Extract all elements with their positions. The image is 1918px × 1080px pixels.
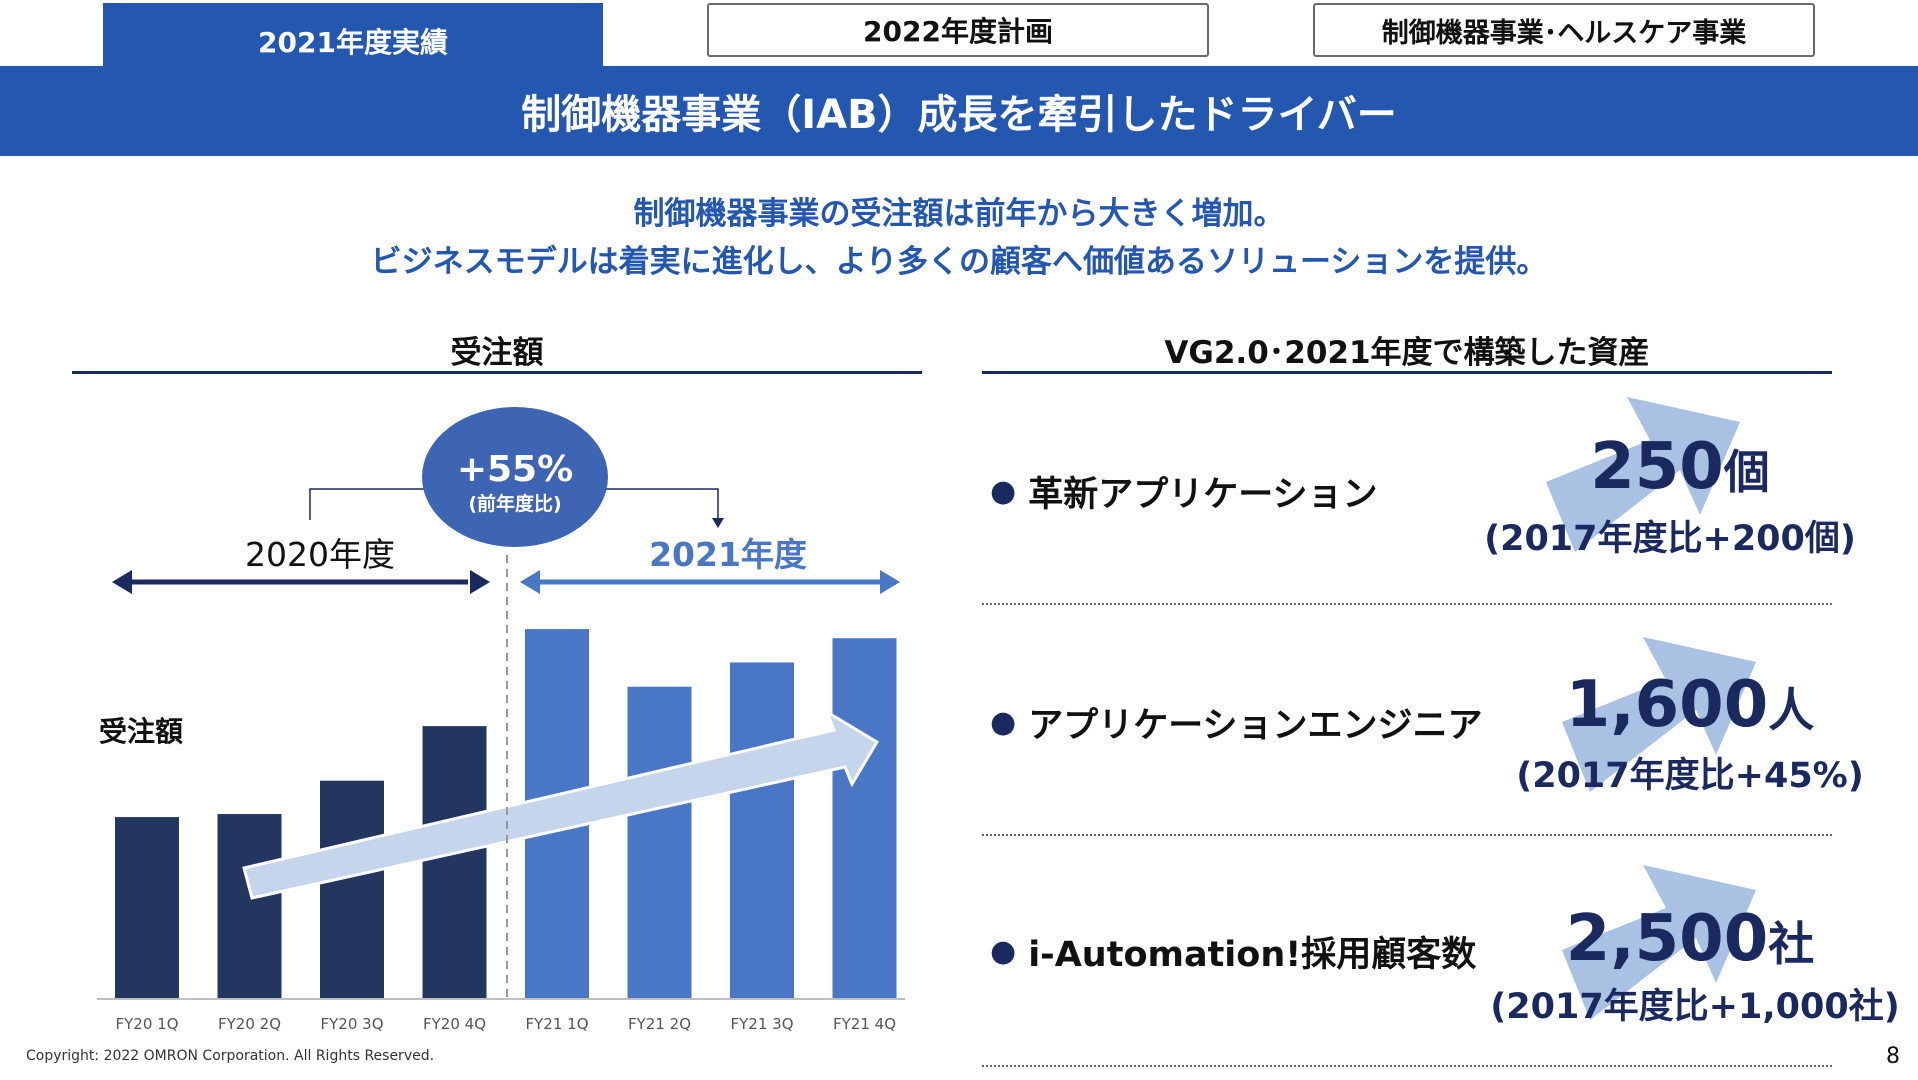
growth-bracket <box>309 488 719 520</box>
page-number: 8 <box>1886 1044 1900 1069</box>
x-tick-label: FY21 1Q <box>526 1015 589 1033</box>
divider-3 <box>982 1065 1832 1067</box>
asset-value-engineers: 1,600人 <box>1530 668 1850 742</box>
asset-unit: 人 <box>1768 683 1815 737</box>
asset-value-customers: 2,500社 <box>1530 902 1850 976</box>
x-tick-label: FY20 1Q <box>116 1015 179 1033</box>
orders-section-rule <box>72 371 922 374</box>
bar-fy21-4q <box>832 638 897 999</box>
bar-fy20-4q <box>422 726 487 999</box>
bar-fy20-2q <box>217 814 282 999</box>
asset-item-customers: ● i-Automation!採用顧客数 <box>990 926 1476 977</box>
asset-unit: 個 <box>1723 445 1770 499</box>
asset-item-engineers: ● アプリケーションエンジニア <box>990 697 1483 748</box>
tab-iab-healthcare[interactable]: 制御機器事業･ヘルスケア事業 <box>1313 3 1815 57</box>
x-tick-label: FY21 2Q <box>628 1015 691 1033</box>
growth-ellipse <box>422 407 608 547</box>
orders-section-title: 受注額 <box>450 335 544 371</box>
asset-label: 革新アプリケーション <box>1028 475 1378 515</box>
tab-2022-plan[interactable]: 2022年度計画 <box>707 3 1209 57</box>
bar-fy21-2q <box>627 686 692 999</box>
copyright: Copyright: 2022 OMRON Corporation. All R… <box>26 1048 435 1064</box>
asset-sub-customers: (2017年度比+1,000社) <box>1490 987 1900 1027</box>
page-title-banner: 制御機器事業（IAB）成長を牽引したドライバー <box>0 66 1918 156</box>
asset-value-applications: 250個 <box>1520 430 1840 504</box>
asset-number: 2,500 <box>1565 902 1769 976</box>
bar-fy20-1q <box>115 817 179 999</box>
asset-sub-engineers: (2017年度比+45%) <box>1516 756 1864 796</box>
assets-section-title: VG2.0･2021年度で構築した資産 <box>1164 335 1650 371</box>
period-2021-arrow-left-head <box>520 570 540 594</box>
bar-fy20-3q <box>320 780 384 999</box>
period-2020-label: 2020年度 <box>245 535 395 574</box>
divider-2 <box>982 834 1832 836</box>
growth-note: (前年度比) <box>468 492 561 515</box>
bar-fy21-1q <box>525 629 589 999</box>
period-2020-arrow-right-head <box>470 570 490 594</box>
period-2020-arrow-left-head <box>112 570 132 594</box>
bullet-icon: ● <box>990 705 1017 740</box>
x-tick-label: FY20 4Q <box>423 1015 486 1033</box>
asset-sub-applications: (2017年度比+200個) <box>1484 519 1856 559</box>
x-tick-label: FY21 4Q <box>833 1015 896 1033</box>
assets-section-rule <box>982 371 1832 374</box>
growth-trend-arrow <box>242 708 880 900</box>
asset-unit: 社 <box>1768 917 1815 971</box>
tab-2021-results[interactable]: 2021年度実績 <box>103 3 603 67</box>
asset-label: アプリケーションエンジニア <box>1028 706 1483 746</box>
period-2021-label: 2021年度 <box>649 535 807 574</box>
headline-line-1: 制御機器事業の受注額は前年から大きく増加。 <box>633 196 1285 232</box>
bullet-icon: ● <box>990 474 1017 509</box>
asset-label: i-Automation!採用顧客数 <box>1028 935 1477 975</box>
growth-bracket-arrowhead <box>712 518 724 528</box>
headline-line-2: ビジネスモデルは着実に進化し、より多くの顧客へ価値あるソリューションを提供。 <box>370 244 1548 280</box>
bullet-icon: ● <box>990 934 1017 969</box>
growth-value: +55% <box>457 449 573 490</box>
x-tick-label: FY20 3Q <box>321 1015 384 1033</box>
x-tick-label: FY21 3Q <box>731 1015 794 1033</box>
divider-1 <box>982 603 1832 605</box>
y-axis-label: 受注額 <box>99 715 183 748</box>
asset-number: 250 <box>1590 430 1724 504</box>
page-title: 制御機器事業（IAB）成長を牽引したドライバー <box>521 92 1397 138</box>
asset-number: 1,600 <box>1565 668 1769 742</box>
period-2021-arrow-right-head <box>880 570 900 594</box>
asset-item-applications: ● 革新アプリケーション <box>990 466 1378 517</box>
x-tick-label: FY20 2Q <box>218 1015 281 1033</box>
bar-fy21-3q <box>730 662 794 999</box>
bars-layer: FY20 1Q FY20 2Q FY20 3Q FY20 4Q FY21 1Q FY21 … <box>115 629 897 1033</box>
